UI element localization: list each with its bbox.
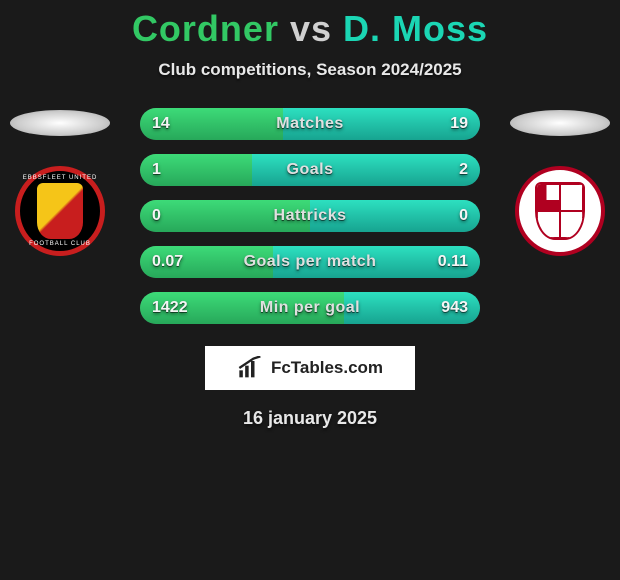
vs-text: vs bbox=[290, 8, 332, 49]
stat-label: Matches bbox=[276, 115, 344, 133]
subtitle: Club competitions, Season 2024/2025 bbox=[0, 60, 620, 80]
stat-label: Goals per match bbox=[244, 253, 377, 271]
content-area: EBBSFLEET UNITED FOOTBALL CLUB 14 19 Match… bbox=[0, 108, 620, 324]
player1-photo-placeholder bbox=[10, 110, 110, 136]
stat-bar: 1422 943 Min per goal bbox=[140, 292, 480, 324]
crest-shield-icon bbox=[37, 183, 83, 239]
player2-side bbox=[510, 108, 610, 256]
stat-right-value: 19 bbox=[450, 115, 468, 133]
player2-name: D. Moss bbox=[343, 8, 488, 49]
stat-right-value: 2 bbox=[459, 161, 468, 179]
date-text: 16 january 2025 bbox=[0, 408, 620, 429]
stat-bar: 0.07 0.11 Goals per match bbox=[140, 246, 480, 278]
crest-text-top: EBBSFLEET UNITED bbox=[20, 175, 100, 181]
stats-bars: 14 19 Matches 1 2 Goals 0 0 Hattricks 0.07 0.11 Goa… bbox=[140, 108, 480, 324]
stat-right-value: 943 bbox=[441, 299, 468, 317]
branding-watermark[interactable]: FcTables.com bbox=[205, 346, 415, 390]
stat-left-value: 1 bbox=[152, 161, 161, 179]
stat-bar: 14 19 Matches bbox=[140, 108, 480, 140]
chart-icon bbox=[237, 356, 265, 380]
page-title: Cordner vs D. Moss bbox=[0, 0, 620, 50]
player2-photo-placeholder bbox=[510, 110, 610, 136]
player1-name: Cordner bbox=[132, 8, 279, 49]
stat-label: Goals bbox=[287, 161, 334, 179]
stat-left-value: 0 bbox=[152, 207, 161, 225]
crest-shield-icon bbox=[535, 182, 585, 240]
crest-text-bottom: FOOTBALL CLUB bbox=[20, 241, 100, 247]
stat-bar: 0 0 Hattricks bbox=[140, 200, 480, 232]
stat-right-value: 0.11 bbox=[438, 253, 468, 271]
comparison-card: Cordner vs D. Moss Club competitions, Se… bbox=[0, 0, 620, 580]
stat-left-value: 14 bbox=[152, 115, 170, 133]
stat-right-value: 0 bbox=[459, 207, 468, 225]
stat-label: Hattricks bbox=[274, 207, 347, 225]
player1-side: EBBSFLEET UNITED FOOTBALL CLUB bbox=[10, 108, 110, 256]
branding-text: FcTables.com bbox=[271, 358, 383, 378]
stat-bar: 1 2 Goals bbox=[140, 154, 480, 186]
stat-left-value: 1422 bbox=[152, 299, 188, 317]
stat-left-value: 0.07 bbox=[152, 253, 183, 271]
stat-label: Min per goal bbox=[260, 299, 360, 317]
player2-club-crest bbox=[515, 166, 605, 256]
player1-club-crest: EBBSFLEET UNITED FOOTBALL CLUB bbox=[15, 166, 105, 256]
